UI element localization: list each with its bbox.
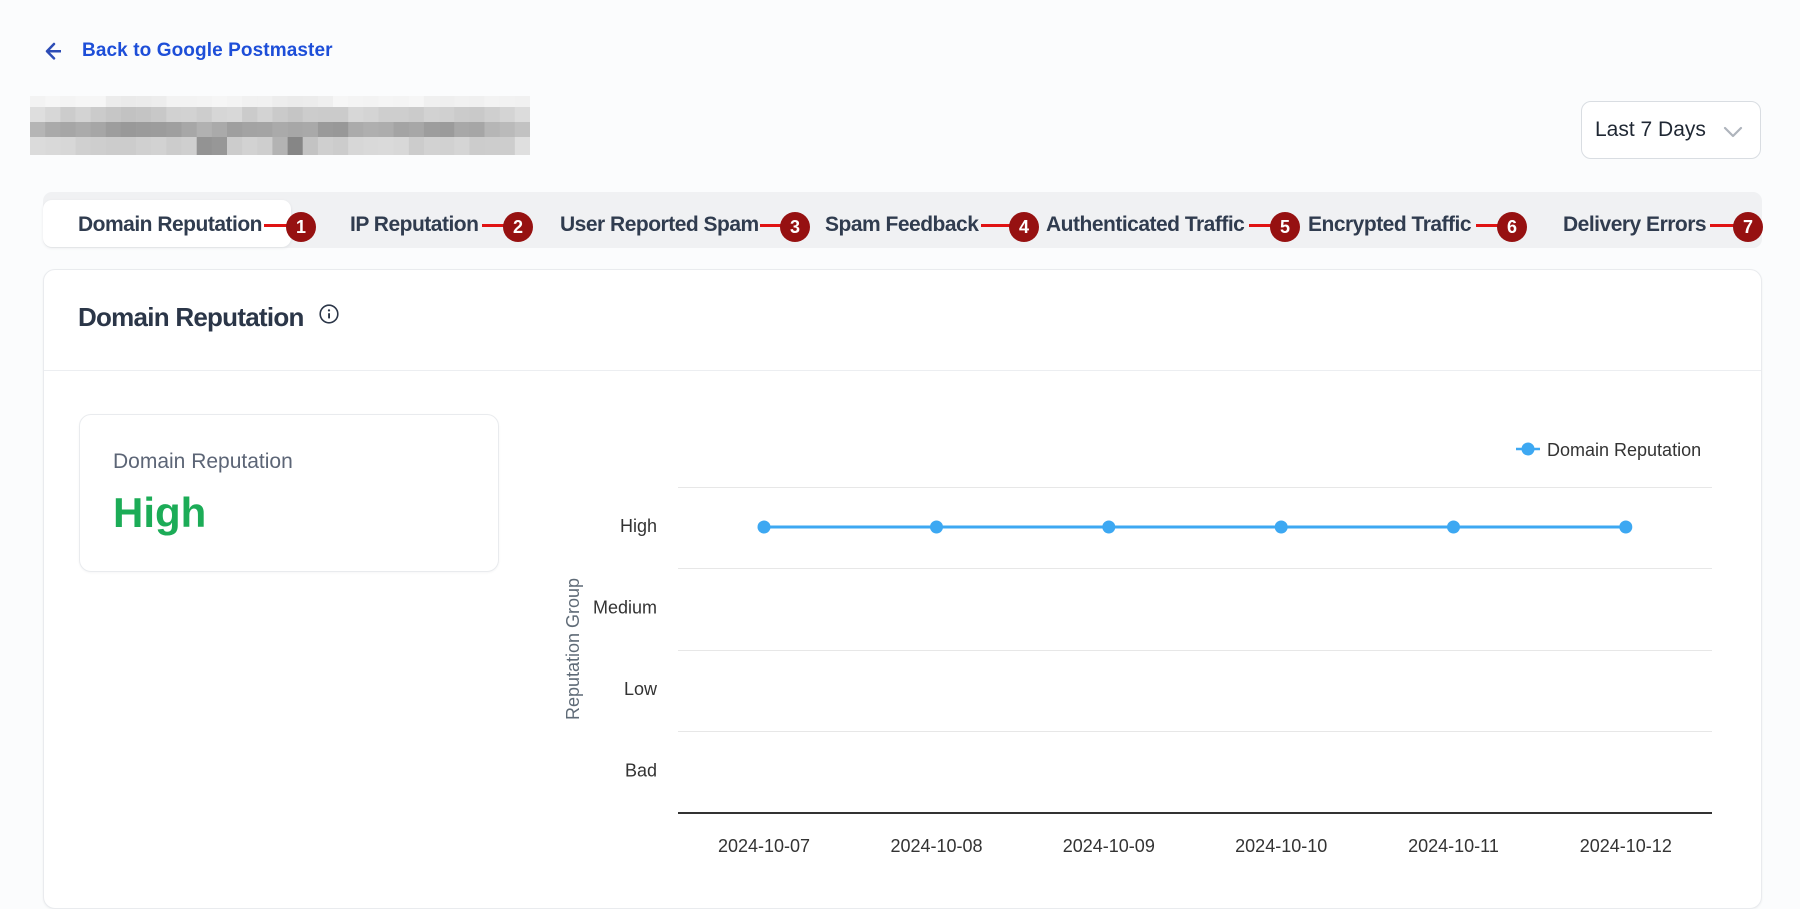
svg-text:Medium: Medium	[593, 598, 657, 618]
svg-text:Bad: Bad	[625, 761, 657, 781]
svg-text:2024-10-07: 2024-10-07	[718, 836, 810, 856]
svg-text:Domain Reputation: Domain Reputation	[1547, 440, 1701, 460]
svg-text:2024-10-11: 2024-10-11	[1408, 836, 1499, 856]
svg-text:Low: Low	[624, 679, 658, 699]
svg-text:2024-10-10: 2024-10-10	[1235, 836, 1327, 856]
svg-text:2024-10-08: 2024-10-08	[890, 836, 982, 856]
svg-text:High: High	[620, 516, 657, 536]
svg-text:Reputation Group: Reputation Group	[563, 578, 583, 720]
svg-text:2024-10-09: 2024-10-09	[1063, 836, 1155, 856]
svg-text:2024-10-12: 2024-10-12	[1580, 836, 1672, 856]
